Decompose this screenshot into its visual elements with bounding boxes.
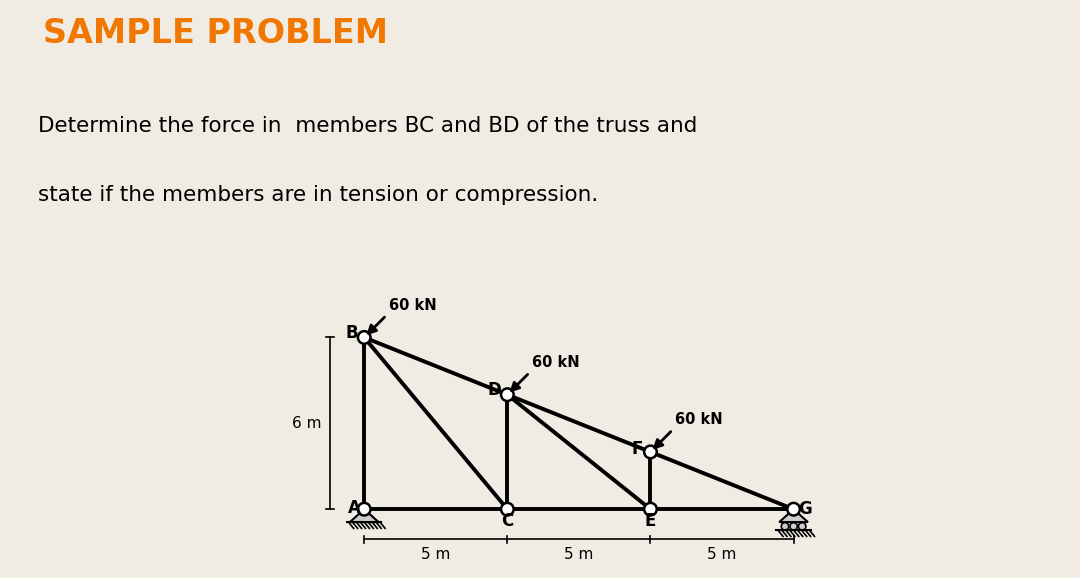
Circle shape bbox=[501, 388, 514, 401]
Circle shape bbox=[644, 503, 657, 516]
Circle shape bbox=[357, 331, 370, 344]
Circle shape bbox=[789, 523, 797, 530]
Text: 60 kN: 60 kN bbox=[675, 412, 723, 427]
Text: SAMPLE PROBLEM: SAMPLE PROBLEM bbox=[43, 17, 388, 50]
Circle shape bbox=[798, 523, 806, 530]
Text: E: E bbox=[645, 512, 657, 529]
Text: F: F bbox=[632, 440, 644, 458]
Text: 60 kN: 60 kN bbox=[531, 355, 580, 370]
Text: G: G bbox=[798, 500, 812, 518]
Polygon shape bbox=[780, 509, 808, 522]
Text: B: B bbox=[345, 324, 357, 342]
Circle shape bbox=[787, 503, 800, 516]
Text: 5 m: 5 m bbox=[421, 547, 450, 562]
Text: 6 m: 6 m bbox=[292, 416, 321, 431]
Text: Determine the force in  members BC and BD of the truss and: Determine the force in members BC and BD… bbox=[38, 116, 698, 136]
Circle shape bbox=[357, 503, 370, 516]
Text: 5 m: 5 m bbox=[564, 547, 594, 562]
Circle shape bbox=[501, 503, 514, 516]
Text: 5 m: 5 m bbox=[707, 547, 737, 562]
Text: C: C bbox=[501, 512, 513, 529]
Polygon shape bbox=[350, 509, 378, 522]
Circle shape bbox=[781, 523, 788, 530]
Text: A: A bbox=[348, 499, 361, 517]
Text: state if the members are in tension or compression.: state if the members are in tension or c… bbox=[38, 185, 598, 205]
Text: 60 kN: 60 kN bbox=[389, 298, 436, 313]
Circle shape bbox=[644, 446, 657, 458]
Text: D: D bbox=[487, 381, 501, 399]
